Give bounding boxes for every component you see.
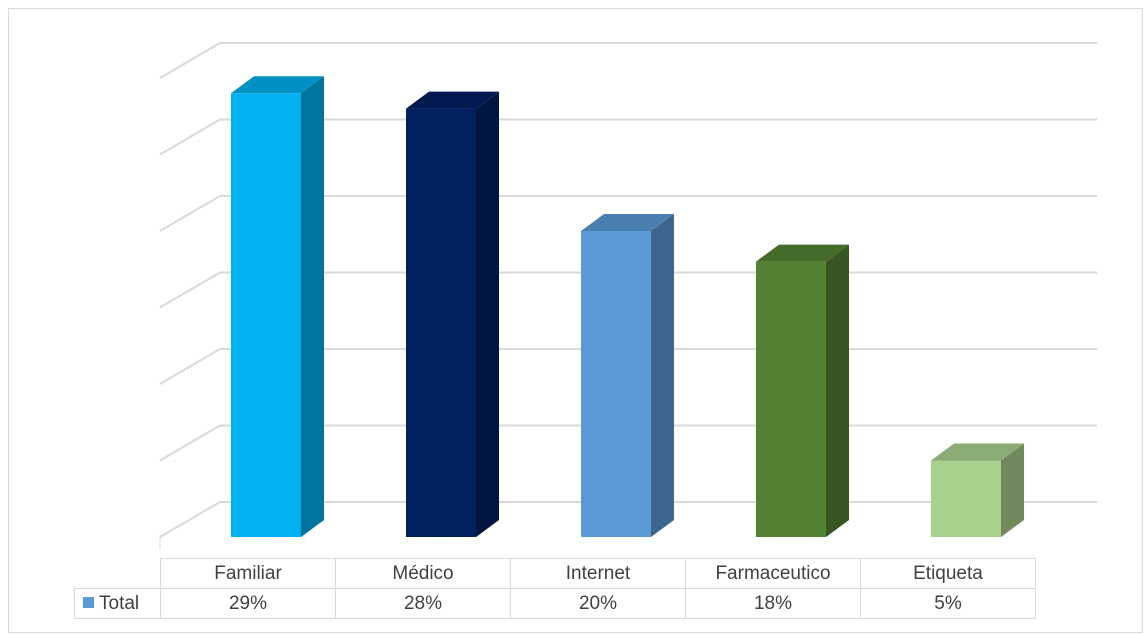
bar-top [931, 443, 1024, 461]
gridline-side [159, 348, 221, 385]
value-label: 20% [510, 588, 686, 619]
value-row: Total 29% 28% 20% 18% 5% [74, 588, 1036, 619]
gridline-side [159, 271, 221, 309]
gridline-side [159, 195, 221, 232]
bar-etiqueta [931, 443, 1024, 537]
bar-side [476, 91, 499, 537]
category-label: Familiar [160, 558, 336, 589]
bar-front [581, 231, 651, 537]
value-label: 29% [160, 588, 336, 619]
bar-front [406, 108, 476, 537]
bar-farmaceutico [756, 244, 849, 537]
bar-médico [406, 91, 499, 537]
bar-side [301, 76, 324, 538]
legend-key [83, 596, 94, 608]
category-label: Internet [510, 558, 686, 589]
bar-top [406, 91, 499, 109]
table-corner [74, 558, 161, 589]
bar-front [231, 93, 301, 538]
bar-side [1001, 443, 1024, 537]
bar-front [756, 261, 826, 537]
value-label: 28% [335, 588, 511, 619]
category-label: Médico [335, 558, 511, 589]
gridline-side [159, 42, 221, 79]
series-legend-cell: Total [74, 588, 161, 619]
value-label: 18% [685, 588, 861, 619]
bar-internet [581, 214, 674, 537]
category-label: Farmaceutico [685, 558, 861, 589]
gridline-side [159, 424, 221, 462]
bar-familiar [231, 76, 324, 538]
bar-top [581, 214, 674, 231]
category-row: Familiar Médico Internet Farmaceutico Etique… [74, 558, 1036, 589]
bars [231, 76, 1024, 538]
gridline-side [159, 118, 221, 156]
bar-top [231, 76, 324, 94]
series-name: Total [99, 592, 140, 614]
bar-top [756, 244, 849, 262]
data-table: Familiar Médico Internet Farmaceutico Etique… [74, 558, 1036, 619]
value-label: 5% [860, 588, 1036, 619]
bar-side [826, 244, 849, 537]
bar-side [651, 214, 674, 537]
category-label: Etiqueta [860, 558, 1036, 589]
gridline-side [159, 501, 221, 538]
bar-front [931, 460, 1001, 537]
